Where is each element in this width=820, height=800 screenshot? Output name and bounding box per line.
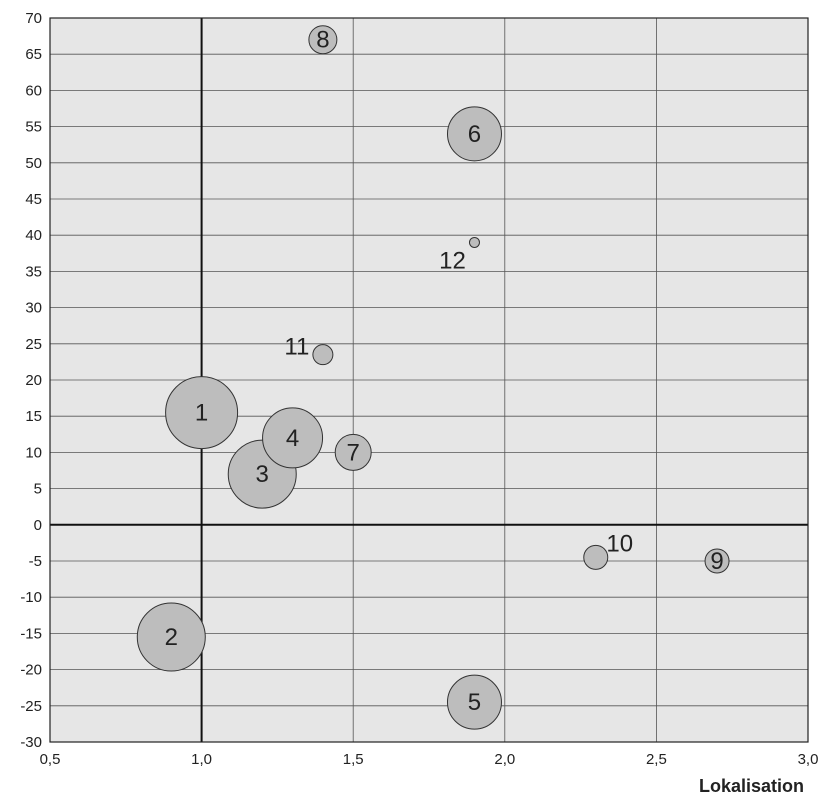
y-tick-label: 35 bbox=[25, 263, 42, 280]
bubble-2 bbox=[136, 602, 206, 672]
y-tick-label: 45 bbox=[25, 191, 42, 208]
y-tick-label: -10 bbox=[20, 589, 42, 606]
x-tick-label: 2,0 bbox=[494, 751, 515, 768]
bubble-11 bbox=[312, 344, 334, 366]
bubble-1 bbox=[165, 376, 239, 450]
y-tick-label: 10 bbox=[25, 444, 42, 461]
y-tick-label: 0 bbox=[34, 517, 42, 534]
bubble-label-10: 10 bbox=[606, 530, 633, 557]
x-tick-label: 1,5 bbox=[343, 751, 364, 768]
bubble-label-6: 6 bbox=[468, 121, 481, 148]
y-tick-label: 25 bbox=[25, 336, 42, 353]
y-tick-label: -25 bbox=[20, 698, 42, 715]
plot-frame bbox=[49, 17, 809, 743]
y-tick-label: 65 bbox=[25, 46, 42, 63]
bubble-9 bbox=[704, 548, 730, 574]
bubble-4 bbox=[262, 407, 324, 469]
bubble-6 bbox=[446, 106, 502, 162]
bubble-label-9: 9 bbox=[710, 548, 723, 575]
x-tick-label: 0,5 bbox=[40, 751, 61, 768]
y-tick-label: -20 bbox=[20, 662, 42, 679]
y-tick-label: -5 bbox=[29, 553, 42, 570]
bubble-12 bbox=[468, 236, 480, 248]
x-tick-label: 3,0 bbox=[798, 751, 819, 768]
y-tick-label: 30 bbox=[25, 300, 42, 317]
bubble-label-3: 3 bbox=[256, 461, 269, 488]
y-tick-label: 15 bbox=[25, 408, 42, 425]
bubble-label-12: 12 bbox=[439, 247, 466, 274]
y-tick-label: 50 bbox=[25, 155, 42, 172]
x-axis-title: Lokalisation bbox=[699, 776, 804, 796]
y-tick-label: 5 bbox=[34, 481, 42, 498]
x-tick-label: 1,0 bbox=[191, 751, 212, 768]
y-tick-label: 70 bbox=[25, 10, 42, 27]
x-tick-labels: 0,5 1,0 1,5 2,0 2,5 3,0 bbox=[40, 751, 819, 768]
bubble-label-8: 8 bbox=[316, 27, 329, 54]
bubble-label-7: 7 bbox=[347, 439, 360, 466]
x-tick-label: 2,5 bbox=[646, 751, 667, 768]
y-tick-label: 20 bbox=[25, 372, 42, 389]
bubble-label-5: 5 bbox=[468, 689, 481, 716]
y-tick-labels: -30 -25 -20 -15 -10 -5 0 5 10 15 20 25 30 35 40 45 50 55 6… bbox=[20, 10, 42, 751]
y-tick-label: -30 bbox=[20, 734, 42, 751]
bubble-5 bbox=[446, 674, 502, 730]
bubble-label-2: 2 bbox=[165, 624, 178, 651]
bubble-7 bbox=[334, 433, 372, 471]
y-tick-label: 55 bbox=[25, 119, 42, 136]
y-tick-label: 60 bbox=[25, 82, 42, 99]
y-tick-label: -15 bbox=[20, 625, 42, 642]
bubble-label-4: 4 bbox=[286, 425, 299, 452]
bubble-10 bbox=[583, 544, 609, 570]
bubble-label-11: 11 bbox=[284, 334, 309, 361]
y-tick-label: 40 bbox=[25, 227, 42, 244]
bubble-label-1: 1 bbox=[195, 400, 208, 427]
bubble-8 bbox=[308, 25, 338, 55]
